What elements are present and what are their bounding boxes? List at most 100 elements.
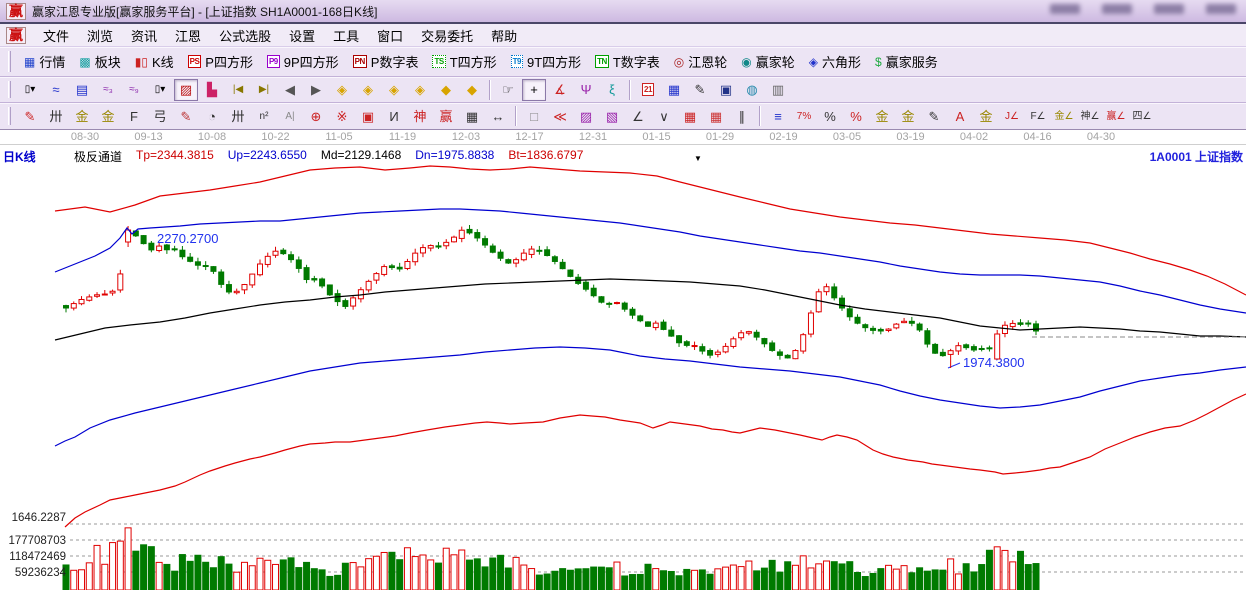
gann-wheel-button[interactable]: ◎ 江恩轮 xyxy=(667,47,735,76)
gann-shape-tool[interactable]: Ψ xyxy=(580,82,592,97)
gann-arrow-cross[interactable]: ◈ xyxy=(415,82,425,97)
volume-profile-tool[interactable]: ▙ xyxy=(207,82,217,97)
zigzag-tool[interactable]: ∨ xyxy=(659,108,669,124)
menu-窗口[interactable]: 窗口 xyxy=(377,28,404,44)
toolbar-grip[interactable] xyxy=(8,80,11,99)
first-bar-button[interactable]: |◀ xyxy=(232,84,244,95)
angle-measure-tool[interactable]: ∡ xyxy=(554,82,566,97)
fractal-tool[interactable]: ξ xyxy=(609,82,615,97)
blurred-control[interactable] xyxy=(1154,4,1184,14)
wave-3-tool[interactable]: ≈₃ xyxy=(103,84,113,95)
square-wheel-tool[interactable]: ▣ xyxy=(361,108,375,124)
menu-公式选股[interactable]: 公式选股 xyxy=(219,28,272,44)
web-sync-button[interactable]: ◍ xyxy=(746,82,758,97)
si-angle-tool[interactable]: 四∠ xyxy=(1132,110,1152,122)
ninep-square-button[interactable]: P9 9P四方形 xyxy=(260,47,346,76)
ying-angle-tool[interactable]: 赢∠ xyxy=(1106,110,1126,122)
window-controls-blur[interactable] xyxy=(1050,4,1236,14)
spiral-tool[interactable]: 弓 xyxy=(153,108,167,124)
fan-lines-tool[interactable]: ≪ xyxy=(553,108,567,124)
fractal-mark-tool[interactable]: И xyxy=(389,108,399,124)
gann-arrow-horizontal[interactable]: ◈ xyxy=(389,82,399,97)
menu-文件[interactable]: 文件 xyxy=(43,28,70,44)
target-circle-tool[interactable]: ⊕ xyxy=(310,108,322,124)
ying-grid-tool[interactable]: 赢 xyxy=(439,108,453,124)
p-square-button[interactable]: PS P四方形 xyxy=(181,47,260,76)
toolbar-grip[interactable] xyxy=(8,51,11,72)
t-square-button[interactable]: TS T四方形 xyxy=(425,47,503,76)
save-button[interactable]: ▣ xyxy=(719,82,733,97)
pen-grid-tool[interactable]: ✎ xyxy=(180,108,192,124)
shen-angle-tool[interactable]: 神∠ xyxy=(1080,110,1100,122)
toolbar-grip[interactable] xyxy=(8,106,11,126)
menu-江恩[interactable]: 江恩 xyxy=(175,28,202,44)
wave-9-tool[interactable]: ≈₉ xyxy=(129,84,139,95)
prev-bar-button[interactable]: ◀ xyxy=(285,82,295,97)
calculator-tool[interactable]: ▦ xyxy=(667,82,681,97)
trend-angle-tool[interactable]: ∠ xyxy=(632,108,644,124)
percent-line-tool[interactable]: 7% xyxy=(796,110,812,122)
notes-tool[interactable]: ▤ xyxy=(75,82,89,97)
box-diag-tool[interactable]: ▧ xyxy=(605,108,619,124)
gold-angle-tool[interactable]: 金∠ xyxy=(1054,110,1074,122)
menu-交易委托[interactable]: 交易委托 xyxy=(421,28,474,44)
hash-grid-tool[interactable]: 卅 xyxy=(231,108,245,124)
wave-overlay-tool[interactable]: A xyxy=(955,108,965,124)
menu-设置[interactable]: 设置 xyxy=(289,28,316,44)
price-chart-canvas[interactable]: 1974.3800 2270.2700 1646.2287 177708703 1184… xyxy=(0,130,1246,590)
draw-pen-tool[interactable]: ✎ xyxy=(24,108,36,124)
menu-工具[interactable]: 工具 xyxy=(333,28,360,44)
box-fan-tool[interactable]: ▨ xyxy=(579,108,593,124)
red-grid-tool[interactable]: ▦ xyxy=(683,108,697,124)
width-measure-tool[interactable]: ↔ xyxy=(491,108,505,124)
winner-wheel-button[interactable]: ◉ 赢家轮 xyxy=(734,47,802,76)
remote-pc-button[interactable]: ▥ xyxy=(771,82,785,97)
t-number-button[interactable]: TN T数字表 xyxy=(588,47,667,76)
star-wheel-tool[interactable]: ※ xyxy=(336,108,348,124)
edit-note-tool[interactable]: ✎ xyxy=(694,82,706,97)
price-scale-tool[interactable]: ≡ xyxy=(774,108,782,124)
gann-arrow-all[interactable]: ◆ xyxy=(467,82,477,97)
square-n2-tool[interactable]: n² xyxy=(259,110,269,122)
menu-帮助[interactable]: 帮助 xyxy=(491,28,518,44)
candle-style-dropdown[interactable]: ▯▾ xyxy=(154,84,166,95)
chaos-tool[interactable]: ≈ xyxy=(52,82,60,97)
menu-浏览[interactable]: 浏览 xyxy=(87,28,114,44)
next-bar-button[interactable]: ▶ xyxy=(311,82,321,97)
p-number-button[interactable]: PN P数字表 xyxy=(346,47,426,76)
last-bar-button[interactable]: ▶| xyxy=(258,84,270,95)
pen-ruler-tool[interactable]: ✎ xyxy=(928,108,940,124)
kline-button[interactable]: ▮▯ K线 xyxy=(128,47,181,76)
kline-type-dropdown[interactable]: ▯▾ xyxy=(24,84,36,95)
gold-line-tool[interactable]: 金 xyxy=(901,108,915,124)
j-angle-tool[interactable]: J∠ xyxy=(1005,110,1019,122)
pan-hand-tool[interactable]: ☞ xyxy=(502,82,514,97)
gann-arrow-right[interactable]: ◈ xyxy=(363,82,373,97)
shen-grid-tool[interactable]: 神 xyxy=(413,108,427,124)
f-angle-tool[interactable]: F∠ xyxy=(1030,110,1046,122)
percent-tool[interactable]: % xyxy=(824,108,836,124)
fib-grid-tool[interactable]: F xyxy=(130,108,138,124)
calendar-tool[interactable]: 21 xyxy=(636,79,660,101)
gann-circle-tool[interactable]: ◔ xyxy=(208,108,216,124)
ninet-square-button[interactable]: T9 9T四方形 xyxy=(504,47,589,76)
gann-grid-tool[interactable]: 卅 xyxy=(49,108,63,124)
winner-service-button[interactable]: $ 赢家服务 xyxy=(868,47,945,76)
gold-circle-tool[interactable]: 金 xyxy=(875,108,889,124)
box-tool[interactable]: □ xyxy=(530,108,538,124)
hexagon-button[interactable]: ◈ 六角形 xyxy=(802,47,868,76)
gann-arrow-star[interactable]: ◆ xyxy=(441,82,451,97)
gann-arrow-left[interactable]: ◈ xyxy=(337,82,347,97)
quotes-button[interactable]: ▦ 行情 xyxy=(17,47,72,76)
gold-underline-tool[interactable]: 金 xyxy=(979,108,993,124)
gold-grid-tool-1[interactable]: 金 xyxy=(75,108,89,124)
crosshair-tool[interactable]: + xyxy=(522,78,546,101)
num-grid-tool[interactable]: ▦ xyxy=(465,108,479,124)
percent-underline-tool[interactable]: % xyxy=(850,108,862,124)
sectors-button[interactable]: ▩ 板块 xyxy=(72,47,127,76)
chart-area[interactable]: 08-30 09-13 10-08 10-22 11-05 11-19 12-03 12-17… xyxy=(0,130,1246,590)
blurred-control[interactable] xyxy=(1206,4,1236,14)
blurred-control[interactable] xyxy=(1050,4,1080,14)
menu-资讯[interactable]: 资讯 xyxy=(131,28,158,44)
blurred-control[interactable] xyxy=(1102,4,1132,14)
